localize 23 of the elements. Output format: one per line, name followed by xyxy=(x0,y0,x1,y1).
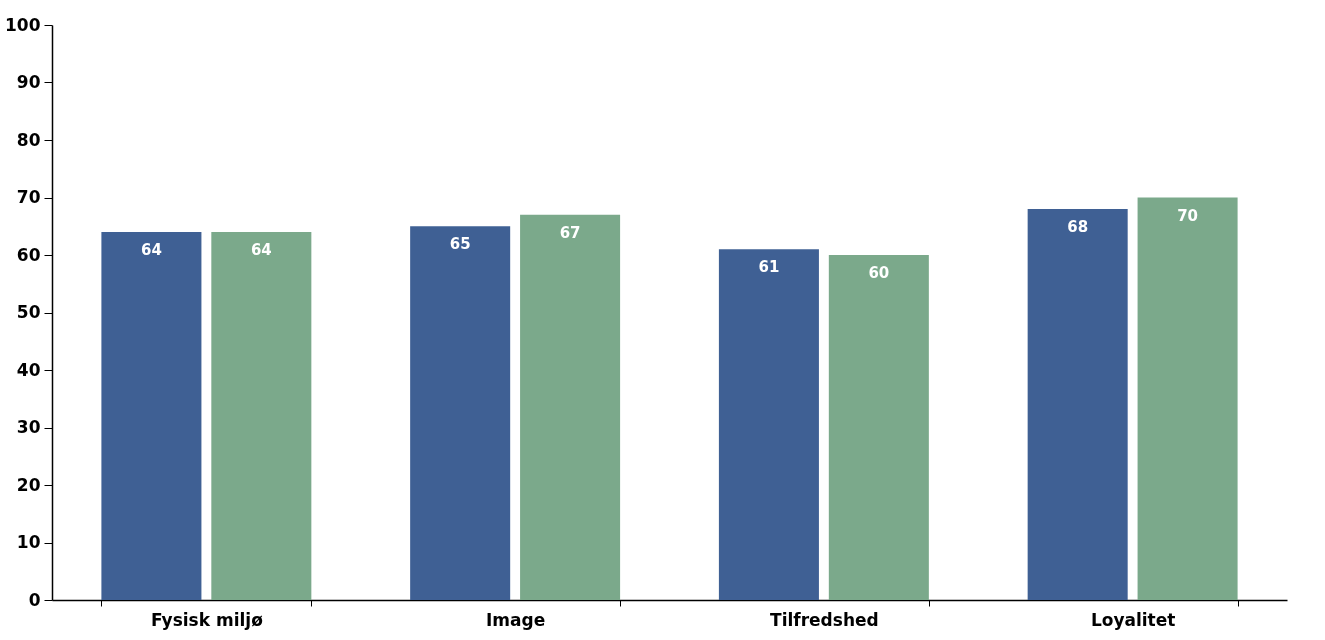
y-tick-label: 80 xyxy=(16,129,41,150)
x-tick-label: Loyalitet xyxy=(1090,609,1176,630)
data-label: 60 xyxy=(868,264,890,282)
data-label: 65 xyxy=(449,235,471,254)
y-tick-label: 100 xyxy=(5,14,41,35)
data-label: 70 xyxy=(1177,206,1199,225)
y-tick-label: 50 xyxy=(16,302,41,322)
data-label: 68 xyxy=(1067,218,1089,236)
x-tick-label: Image xyxy=(486,609,546,630)
x-tick-label: Fysisk miljø xyxy=(150,609,263,630)
y-tick-label: 60 xyxy=(16,244,41,265)
y-tick-label: 90 xyxy=(16,72,41,92)
y-tick-label: 40 xyxy=(16,359,41,380)
data-label: 67 xyxy=(559,223,581,242)
data-label: 61 xyxy=(758,258,780,277)
data-label: 64 xyxy=(250,241,272,259)
y-tick-label: 70 xyxy=(16,187,41,207)
y-tick-label: 20 xyxy=(16,474,41,495)
x-tick-label: Tilfredshed xyxy=(770,609,879,630)
y-tick-label: 0 xyxy=(28,589,41,610)
data-label: 64 xyxy=(140,241,162,259)
y-tick-label: 10 xyxy=(16,532,41,552)
y-tick-label: 30 xyxy=(16,417,41,437)
